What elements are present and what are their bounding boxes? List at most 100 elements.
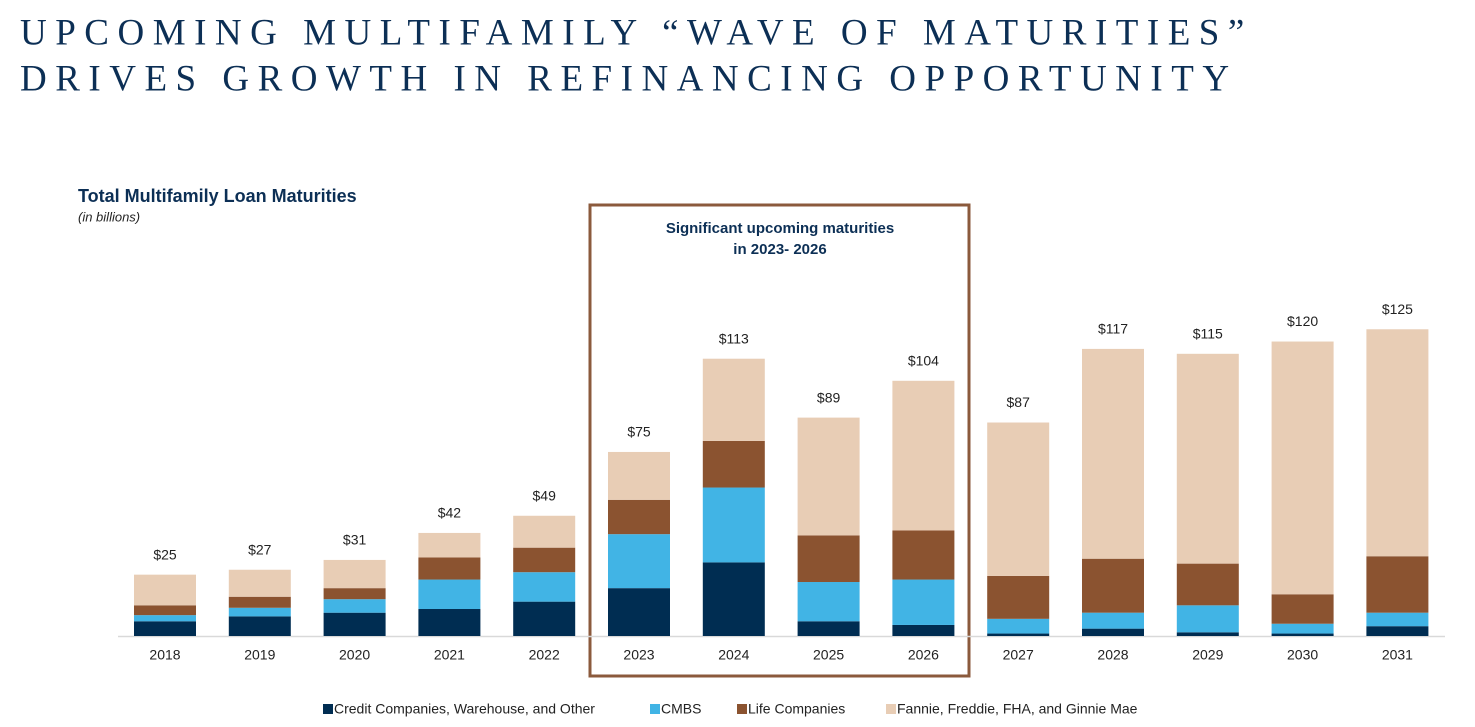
legend-swatch <box>886 704 896 714</box>
total-label: $115 <box>1193 326 1223 342</box>
bar-segment <box>987 618 1050 634</box>
total-label: $75 <box>627 424 651 440</box>
annotation: in 2023- 2026 <box>733 241 826 258</box>
legend-label: Fannie, Freddie, FHA, and Ginnie Mae <box>897 701 1138 717</box>
total-label: $27 <box>248 541 272 557</box>
bar-segment <box>323 599 386 613</box>
bar-segment <box>1366 329 1429 557</box>
total-label: $89 <box>817 389 841 405</box>
bar-segment <box>797 417 860 536</box>
bar-segment <box>1271 594 1334 624</box>
bar-segment <box>892 579 955 625</box>
bar-segment <box>1082 558 1144 613</box>
bar-segment <box>1176 605 1239 633</box>
bar-segment <box>513 547 576 573</box>
x-tick-label: 2030 <box>1287 647 1318 663</box>
bar-segment <box>1366 626 1429 636</box>
bar-segment <box>987 575 1050 619</box>
bar-segment <box>228 607 291 617</box>
bar-segment <box>1082 612 1144 629</box>
bar-segment <box>418 557 481 580</box>
bar-segment <box>987 633 1050 636</box>
x-tick-label: 2026 <box>908 647 939 663</box>
bar-segment <box>228 616 291 636</box>
bar-segment <box>1082 348 1144 559</box>
total-label: $104 <box>908 353 939 369</box>
x-tick-label: 2020 <box>339 647 370 663</box>
legend-label: Life Companies <box>748 701 845 717</box>
x-tick-label: 2023 <box>623 647 654 663</box>
bar-segment <box>702 358 765 441</box>
bar-segment <box>134 615 196 622</box>
chart-subtitle: Total Multifamily Loan Maturities <box>78 186 357 206</box>
total-label: $113 <box>719 330 749 346</box>
legend-swatch <box>323 704 333 714</box>
bar-segment <box>892 380 955 531</box>
chart-title: UPCOMING MULTIFAMILY “WAVE OF MATURITIES… <box>20 12 1253 53</box>
bar-segment <box>1366 612 1429 627</box>
x-tick-label: 2018 <box>149 647 180 663</box>
bar-segment <box>608 534 670 589</box>
total-label: $25 <box>153 546 177 562</box>
x-tick-label: 2019 <box>244 647 275 663</box>
total-label: $117 <box>1098 321 1128 337</box>
unit-note: (in billions) <box>78 209 140 224</box>
bar-segment <box>1366 556 1429 613</box>
x-tick-label: 2025 <box>813 647 844 663</box>
bar-segment <box>1176 563 1239 606</box>
x-tick-label: 2028 <box>1097 647 1128 663</box>
total-label: $125 <box>1382 301 1413 317</box>
x-tick-label: 2031 <box>1382 647 1413 663</box>
legend-label: CMBS <box>661 701 701 717</box>
x-tick-label: 2027 <box>1003 647 1034 663</box>
x-tick-label: 2029 <box>1192 647 1223 663</box>
annotation: Significant upcoming maturities <box>666 220 894 237</box>
bar-segment <box>797 535 860 583</box>
bar-segment <box>1176 353 1239 564</box>
bar-segment <box>608 499 670 535</box>
bar-segment <box>418 579 481 610</box>
total-label: $120 <box>1287 313 1318 329</box>
bar-segment <box>513 572 576 602</box>
bar-segment <box>513 515 576 548</box>
bar-segment <box>1271 633 1334 636</box>
chart-title: DRIVES GROWTH IN REFINANCING OPPORTUNITY <box>20 58 1238 99</box>
total-label: $49 <box>533 487 557 503</box>
bar-segment <box>418 532 481 558</box>
bar-segment <box>513 601 576 636</box>
total-label: $31 <box>343 532 367 548</box>
bar-segment <box>608 451 670 500</box>
bar-segment <box>134 574 196 606</box>
x-tick-label: 2022 <box>529 647 560 663</box>
bar-segment <box>134 605 196 616</box>
bar-segment <box>702 440 765 488</box>
bar-segment <box>1271 341 1334 595</box>
bar-segment <box>1082 628 1144 636</box>
x-tick-label: 2021 <box>434 647 465 663</box>
bar-segment <box>323 559 386 589</box>
bar-segment <box>797 621 860 636</box>
highlight-box <box>588 203 971 678</box>
x-tick-label: 2024 <box>718 647 749 663</box>
legend-swatch <box>737 704 747 714</box>
bar-segment <box>1176 632 1239 636</box>
bar-segment <box>323 588 386 600</box>
bar-segment <box>323 612 386 636</box>
bar-segment <box>892 530 955 580</box>
legend-swatch <box>650 704 660 714</box>
bar-segment <box>228 596 291 608</box>
total-label: $42 <box>438 505 462 521</box>
bar-segment <box>1271 623 1334 634</box>
bar-segment <box>702 562 765 636</box>
bar-segment <box>892 624 955 636</box>
bar-segment <box>134 621 196 636</box>
bar-segment <box>702 487 765 563</box>
bar-segment <box>797 582 860 622</box>
bar-segment <box>418 609 481 636</box>
legend-label: Credit Companies, Warehouse, and Other <box>334 701 595 717</box>
bar-segment <box>987 422 1050 576</box>
bar-segment <box>608 588 670 636</box>
total-label: $87 <box>1007 394 1031 410</box>
bar-segment <box>228 569 291 597</box>
